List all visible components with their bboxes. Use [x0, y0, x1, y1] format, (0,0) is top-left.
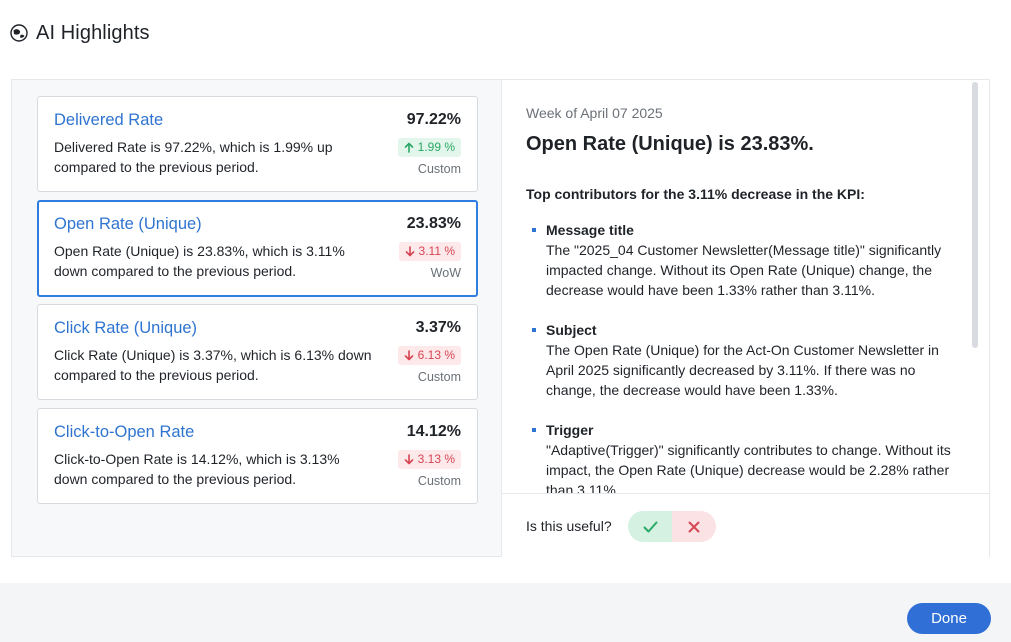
kpi-card-title: Click Rate (Unique)	[54, 319, 198, 337]
contributor-text: The Open Rate (Unique) for the Act-On Cu…	[546, 342, 939, 398]
change-badge: 1.99 %	[397, 138, 461, 157]
contributor-text: The "2025_04 Customer Newsletter(Message…	[546, 242, 942, 298]
contributor-item: Trigger "Adaptive(Trigger)" significantl…	[526, 420, 966, 493]
highlight-detail-panel: Week of April 07 2025 Open Rate (Unique)…	[501, 80, 989, 558]
detail-scrollbar-thumb[interactable]	[972, 82, 978, 348]
highlights-panel: Delivered Rate Delivered Rate is 97.22%,…	[11, 79, 990, 558]
feedback-bar: Is this useful?	[502, 493, 989, 558]
kpi-card-value: 3.37%	[415, 319, 461, 336]
feedback-no-button[interactable]	[672, 511, 716, 542]
contributor-item: Subject The Open Rate (Unique) for the A…	[526, 320, 966, 400]
change-badge: 3.11 %	[398, 242, 461, 261]
dialog-header: AI Highlights	[10, 18, 150, 48]
kpi-card-value: 14.12%	[406, 423, 461, 440]
feedback-question: Is this useful?	[526, 518, 612, 534]
highlight-detail-scroll[interactable]: Week of April 07 2025 Open Rate (Unique)…	[526, 80, 966, 493]
kpi-card-title: Click-to-Open Rate	[54, 423, 195, 441]
change-badge: 6.13 %	[397, 346, 461, 365]
dialog-title: AI Highlights	[36, 21, 150, 44]
contributor-text: "Adaptive(Trigger)" significantly contri…	[546, 442, 951, 493]
done-button[interactable]: Done	[907, 603, 991, 634]
bullet-icon	[532, 328, 536, 332]
kpi-card-period: WoW	[430, 266, 461, 280]
kpi-card-list: Delivered Rate Delivered Rate is 97.22%,…	[12, 80, 501, 556]
kpi-card-title: Delivered Rate	[54, 111, 164, 129]
arrow-down-icon	[405, 246, 414, 257]
arrow-up-icon	[404, 142, 413, 153]
kpi-card-value: 23.83%	[406, 215, 461, 232]
kpi-card-description: Click Rate (Unique) is 3.37%, which is 6…	[54, 347, 372, 383]
change-value: 3.11 %	[418, 244, 455, 258]
detail-headline: Open Rate (Unique) is 23.83%.	[526, 133, 814, 155]
change-value: 6.13 %	[417, 348, 455, 362]
kpi-card-description: Click-to-Open Rate is 14.12%, which is 3…	[54, 451, 340, 487]
ai-highlights-icon	[10, 24, 28, 42]
x-icon	[688, 521, 700, 532]
contributor-title: Subject	[546, 322, 597, 338]
kpi-card-open-rate-unique[interactable]: Open Rate (Unique) Open Rate (Unique) is…	[37, 200, 478, 297]
bullet-icon	[532, 228, 536, 232]
change-value: 3.13 %	[417, 452, 455, 466]
contributor-item: Message title The "2025_04 Customer News…	[526, 220, 966, 300]
contributor-title: Trigger	[546, 422, 594, 438]
change-badge: 3.13 %	[397, 450, 461, 469]
kpi-card-click-to-open-rate[interactable]: Click-to-Open Rate Click-to-Open Rate is…	[37, 408, 478, 504]
change-value: 1.99 %	[417, 140, 455, 154]
kpi-card-value: 97.22%	[406, 111, 461, 128]
detail-intro: Top contributors for the 3.11% decrease …	[526, 186, 865, 202]
detail-week-label: Week of April 07 2025	[526, 105, 663, 121]
kpi-card-period: Custom	[417, 162, 461, 176]
kpi-card-period: Custom	[417, 474, 461, 488]
feedback-buttons	[628, 511, 716, 542]
kpi-card-description: Delivered Rate is 97.22%, which is 1.99%…	[54, 139, 333, 175]
kpi-card-description: Open Rate (Unique) is 23.83%, which is 3…	[54, 243, 345, 279]
contributor-list: Message title The "2025_04 Customer News…	[526, 220, 966, 493]
feedback-yes-button[interactable]	[628, 511, 672, 542]
arrow-down-icon	[404, 454, 413, 465]
kpi-card-title: Open Rate (Unique)	[54, 215, 202, 233]
kpi-card-delivered-rate[interactable]: Delivered Rate Delivered Rate is 97.22%,…	[37, 96, 478, 192]
check-icon	[643, 521, 657, 532]
kpi-card-period: Custom	[417, 370, 461, 384]
bullet-icon	[532, 428, 536, 432]
arrow-down-icon	[404, 350, 413, 361]
kpi-card-click-rate-unique[interactable]: Click Rate (Unique) Click Rate (Unique) …	[37, 304, 478, 400]
dialog-footer	[0, 583, 1011, 642]
contributor-title: Message title	[546, 222, 634, 238]
